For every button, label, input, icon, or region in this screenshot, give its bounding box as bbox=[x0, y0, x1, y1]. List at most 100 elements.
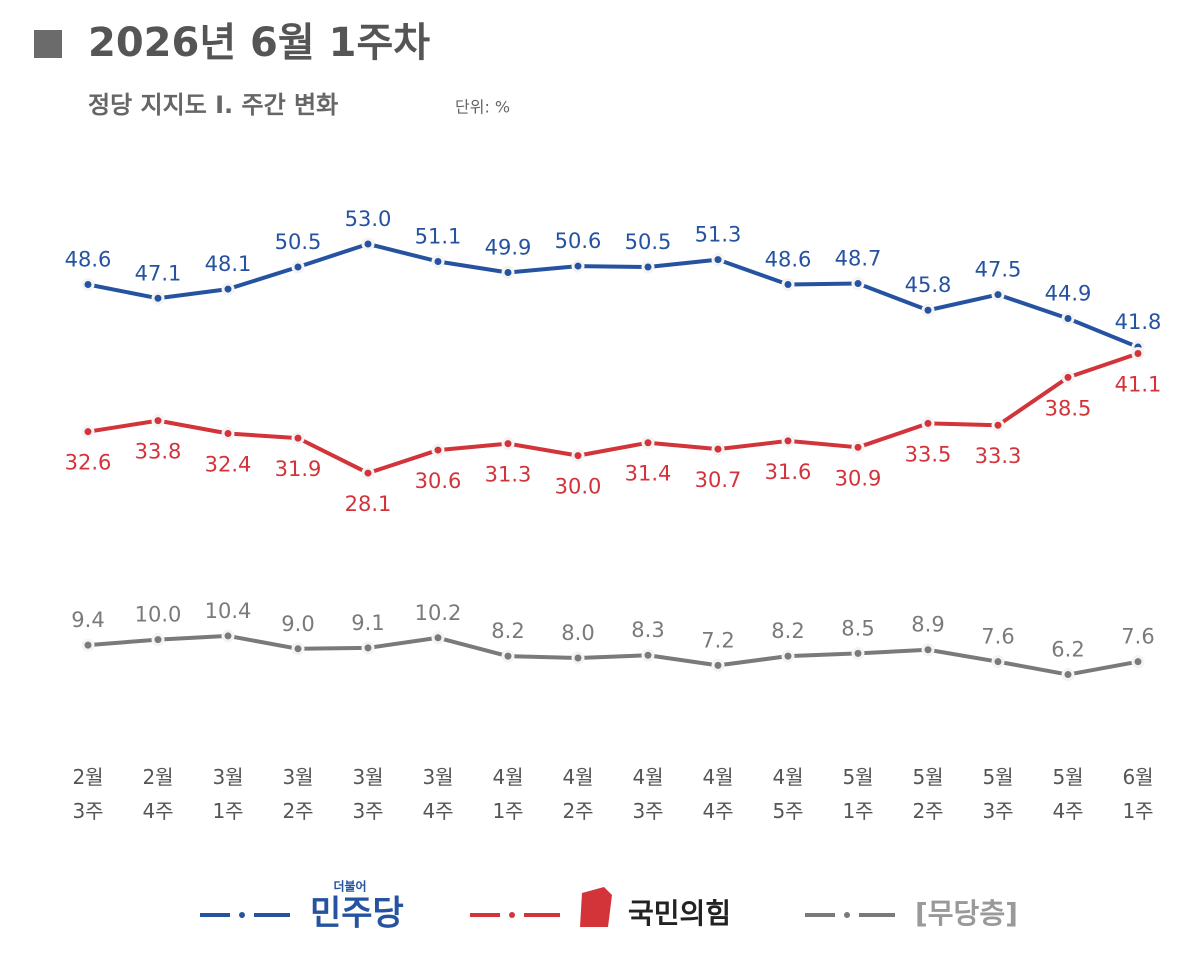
x-tick-label-line: 5월 bbox=[1052, 765, 1083, 789]
x-tick-label-line: 4주 bbox=[702, 799, 733, 823]
value-label: 7.2 bbox=[701, 628, 734, 652]
data-point bbox=[921, 643, 935, 657]
data-point bbox=[431, 631, 445, 645]
x-tick-label-line: 6월 bbox=[1122, 765, 1153, 789]
data-point bbox=[571, 651, 585, 665]
value-label: 41.1 bbox=[1115, 372, 1162, 396]
x-tick-label-line: 2월 bbox=[142, 765, 173, 789]
data-point bbox=[151, 633, 165, 647]
value-label: 9.0 bbox=[281, 612, 314, 636]
x-tick-label-line: 4주 bbox=[422, 799, 453, 823]
value-label: 9.4 bbox=[71, 608, 104, 632]
x-tick-label-line: 4월 bbox=[772, 765, 803, 789]
x-tick-label-line: 5월 bbox=[912, 765, 943, 789]
value-label: 41.8 bbox=[1115, 310, 1162, 334]
data-point bbox=[641, 648, 655, 662]
value-label: 8.2 bbox=[771, 619, 804, 643]
value-label: 48.6 bbox=[765, 247, 812, 271]
data-point bbox=[571, 449, 585, 463]
data-point bbox=[851, 646, 865, 660]
x-tick-label-line: 2주 bbox=[562, 799, 593, 823]
value-label: 10.2 bbox=[415, 601, 462, 625]
data-point bbox=[291, 431, 305, 445]
series-line bbox=[87, 242, 1139, 349]
x-tick-label: 4월 4주 bbox=[702, 765, 733, 823]
data-point bbox=[851, 440, 865, 454]
value-label: 48.7 bbox=[835, 247, 882, 271]
data-point bbox=[501, 266, 515, 280]
legend-dot bbox=[509, 912, 515, 918]
value-label: 47.5 bbox=[975, 258, 1022, 282]
data-point bbox=[991, 655, 1005, 669]
value-label: 31.4 bbox=[625, 462, 672, 486]
data-point bbox=[81, 277, 95, 291]
party-logo bbox=[580, 887, 612, 927]
legend-logo-text: 더불어 bbox=[333, 879, 366, 894]
x-tick-label-line: 4월 bbox=[562, 765, 593, 789]
data-point bbox=[361, 237, 375, 251]
x-tick-label-line: 1주 bbox=[842, 799, 873, 823]
series-line bbox=[87, 351, 1139, 476]
x-tick-label-line: 1주 bbox=[1122, 799, 1153, 823]
x-tick-label: 3월 4주 bbox=[422, 765, 453, 823]
value-label: 51.3 bbox=[695, 223, 742, 247]
data-point bbox=[781, 277, 795, 291]
title-marker bbox=[34, 30, 62, 58]
data-point bbox=[221, 629, 235, 643]
data-point bbox=[501, 437, 515, 451]
value-label: 32.6 bbox=[65, 451, 112, 475]
value-label: 47.1 bbox=[135, 261, 182, 285]
x-tick-label: 3월 2주 bbox=[282, 765, 313, 823]
value-label: 38.5 bbox=[1045, 396, 1092, 420]
x-tick-label: 5월 3주 bbox=[982, 765, 1013, 823]
x-tick-label-line: 3주 bbox=[632, 799, 663, 823]
legend-label: 민주당 bbox=[310, 894, 404, 934]
data-point bbox=[991, 418, 1005, 432]
x-tick-label: 3월 3주 bbox=[352, 765, 383, 823]
value-label: 8.2 bbox=[491, 619, 524, 643]
x-tick-label-line: 4월 bbox=[702, 765, 733, 789]
x-tick-label: 6월 1주 bbox=[1122, 765, 1153, 823]
data-point bbox=[711, 253, 725, 267]
data-point bbox=[1061, 312, 1075, 326]
value-label: 7.6 bbox=[1121, 625, 1154, 649]
data-point bbox=[361, 641, 375, 655]
value-label: 8.5 bbox=[841, 616, 874, 640]
x-tick-label: 5월 2주 bbox=[912, 765, 943, 823]
data-point bbox=[431, 443, 445, 457]
x-tick-label-line: 4주 bbox=[142, 799, 173, 823]
value-label: 50.5 bbox=[625, 230, 672, 254]
chart-subtitle: 정당 지지도 Ⅰ. 주간 변화 bbox=[88, 91, 338, 119]
data-point bbox=[501, 649, 515, 663]
data-point bbox=[1061, 370, 1075, 384]
data-point bbox=[151, 414, 165, 428]
series-line bbox=[87, 633, 1139, 677]
value-label: 28.1 bbox=[345, 492, 392, 516]
value-label: 33.8 bbox=[135, 440, 182, 464]
data-point bbox=[431, 254, 445, 268]
value-label: 48.1 bbox=[205, 252, 252, 276]
value-label: 8.0 bbox=[561, 621, 594, 645]
value-label: 48.6 bbox=[65, 247, 112, 271]
x-tick-label: 4월 1주 bbox=[492, 765, 523, 823]
x-tick-label-line: 3월 bbox=[352, 765, 383, 789]
x-tick-label-line: 1주 bbox=[492, 799, 523, 823]
data-point bbox=[151, 291, 165, 305]
value-label: 10.4 bbox=[205, 599, 252, 623]
x-tick-label: 2월 3주 bbox=[72, 765, 103, 823]
x-tick-label-line: 5월 bbox=[842, 765, 873, 789]
value-label: 51.1 bbox=[415, 224, 462, 248]
x-tick-label: 4월 3주 bbox=[632, 765, 663, 823]
value-label: 45.8 bbox=[905, 273, 952, 297]
value-label: 6.2 bbox=[1051, 638, 1084, 662]
data-point bbox=[851, 277, 865, 291]
x-tick-label: 5월 4주 bbox=[1052, 765, 1083, 823]
data-point bbox=[291, 260, 305, 274]
value-label: 33.3 bbox=[975, 444, 1022, 468]
data-point bbox=[361, 466, 375, 480]
data-point bbox=[921, 303, 935, 317]
value-label: 32.4 bbox=[205, 453, 252, 477]
value-label: 10.0 bbox=[135, 603, 182, 627]
x-tick-label-line: 5월 bbox=[982, 765, 1013, 789]
